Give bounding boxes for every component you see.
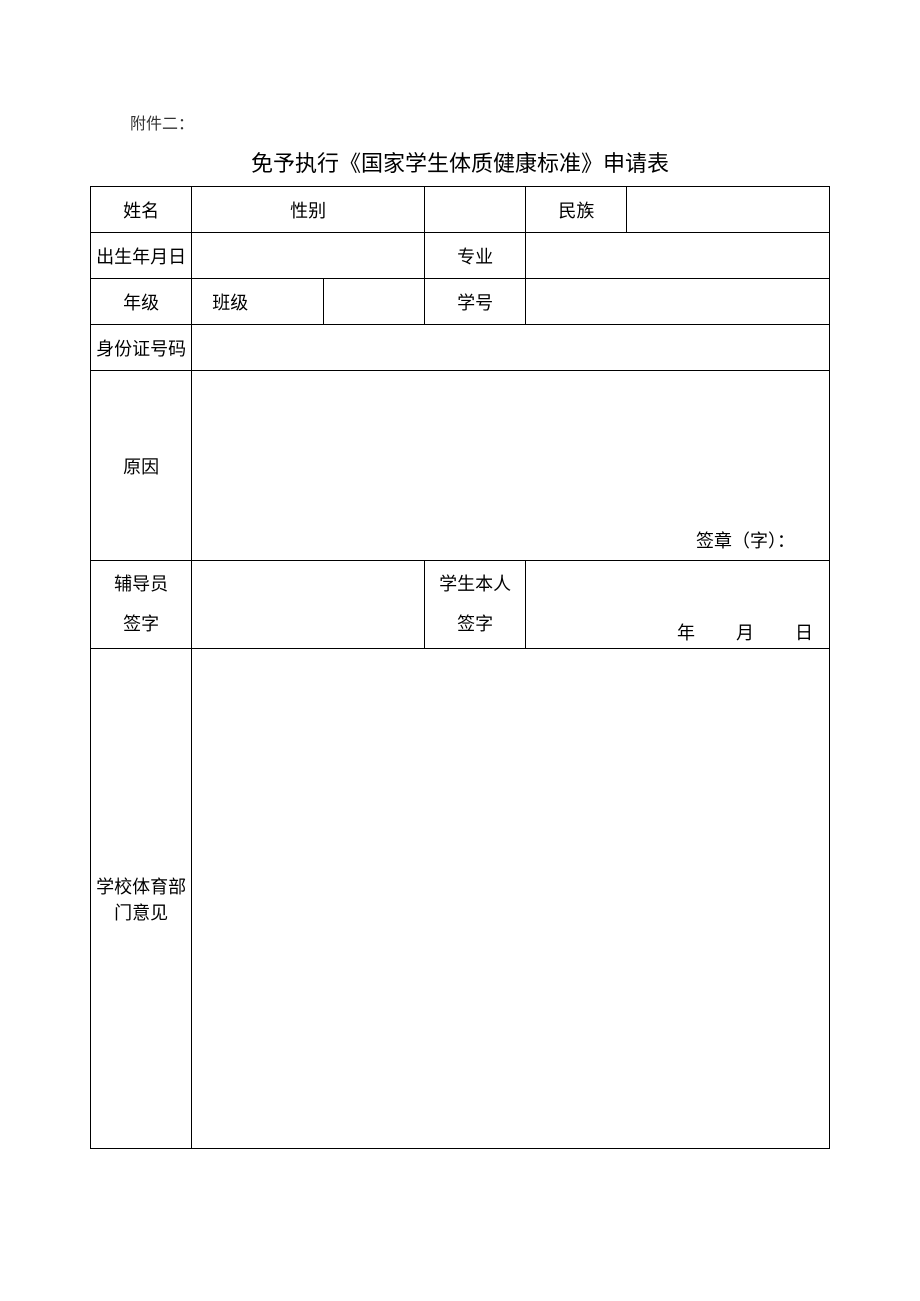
label-gender: 性别 — [192, 187, 425, 233]
label-school-opinion: 学校体育部门意见 — [91, 649, 192, 1149]
row-grade-class-id: 年级 班级 学号 — [91, 279, 830, 325]
value-class[interactable] — [323, 279, 424, 325]
label-counselor-sign: 辅导员 签字 — [91, 561, 192, 649]
label-birth-date: 出生年月日 — [91, 233, 192, 279]
value-counselor-sign[interactable] — [192, 561, 425, 649]
value-student-id[interactable] — [526, 279, 830, 325]
date-month-label: 月 — [736, 623, 756, 643]
opinion-date-line: 年 月 日 — [651, 619, 815, 645]
value-ethnicity[interactable] — [627, 187, 830, 233]
counselor-sign-line1: 辅导员 — [114, 574, 168, 594]
label-class: 班级 — [192, 279, 324, 325]
label-ethnicity: 民族 — [526, 187, 627, 233]
label-reason: 原因 — [91, 371, 192, 561]
date-year-label: 年 — [677, 623, 697, 643]
label-name: 姓名 — [91, 187, 192, 233]
form-title: 免予执行《国家学生体质健康标准》申请表 — [90, 146, 830, 178]
student-sign-line1: 学生本人 — [439, 574, 511, 594]
value-birth-date[interactable] — [192, 233, 425, 279]
value-gender[interactable] — [425, 187, 526, 233]
row-name-gender-ethnicity: 姓名 性别 民族 — [91, 187, 830, 233]
date-day-label: 日 — [795, 623, 815, 643]
label-student-sign: 学生本人 签字 — [425, 561, 526, 649]
value-major[interactable] — [526, 233, 830, 279]
label-major: 专业 — [425, 233, 526, 279]
label-grade: 年级 — [91, 279, 192, 325]
student-sign-line2: 签字 — [457, 614, 493, 634]
label-student-id: 学号 — [425, 279, 526, 325]
cell-school-opinion[interactable]: 签章（字）： 年 月 日 — [192, 649, 830, 1149]
application-form-table: 姓名 性别 民族 出生年月日 专业 年级 班级 学号 身份证号码 原因 辅导员 … — [90, 186, 830, 1149]
label-id-number: 身份证号码 — [91, 325, 192, 371]
counselor-sign-line2: 签字 — [123, 614, 159, 634]
annex-label: 附件二： — [130, 110, 830, 134]
row-id-number: 身份证号码 — [91, 325, 830, 371]
row-school-opinion: 学校体育部门意见 签章（字）： 年 月 日 — [91, 649, 830, 1149]
stamp-sign-label: 签章（字）： — [696, 527, 795, 553]
value-id-number[interactable] — [192, 325, 830, 371]
row-birth-major: 出生年月日 专业 — [91, 233, 830, 279]
